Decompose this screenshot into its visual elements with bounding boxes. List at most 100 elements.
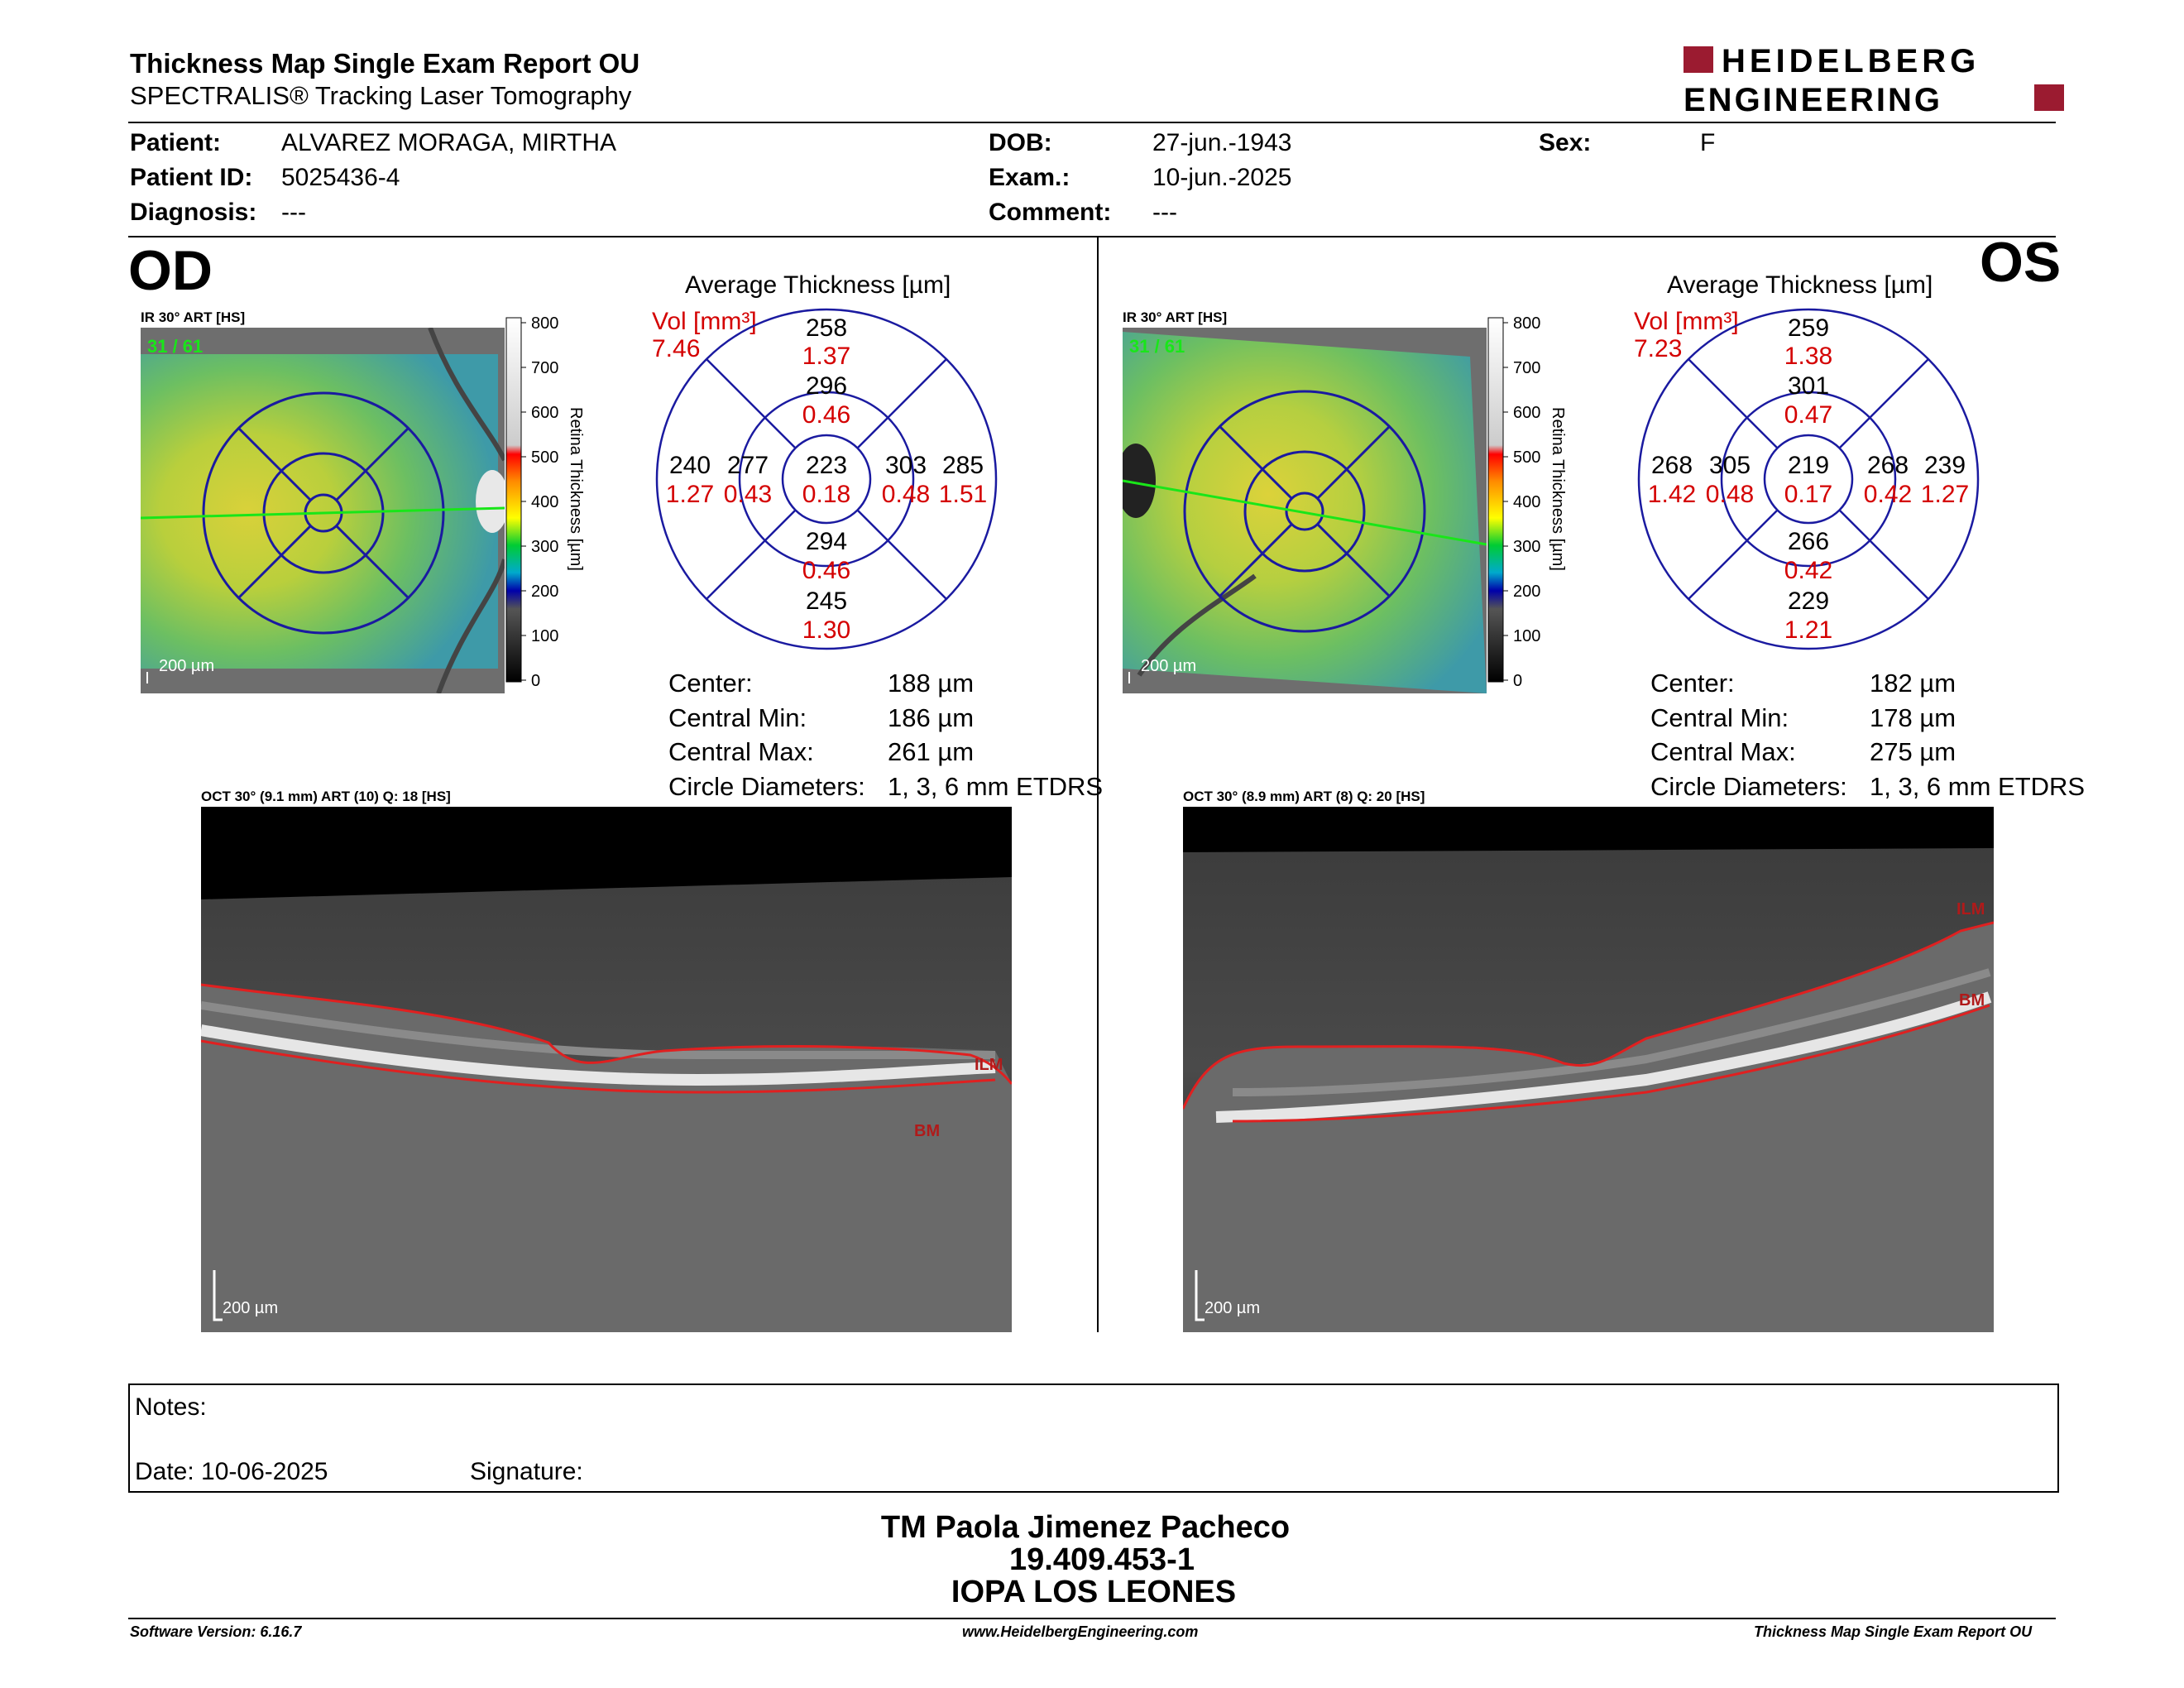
os-colorbar-tick-label: 300 [1513, 538, 1540, 556]
patient-id-value: 5025436-4 [281, 164, 400, 191]
od-center-value: 188 µm [888, 669, 975, 698]
os-outer-sup-volume: 1.38 [1784, 343, 1832, 370]
patient-rule [128, 236, 2056, 237]
od-colorbar-tick-label: 800 [531, 316, 558, 333]
od-min-value: 186 µm [888, 703, 975, 732]
dob-label: DOB: [989, 129, 1052, 156]
footer-rule [128, 1618, 2056, 1619]
od-max-label: Central Max: [668, 737, 814, 766]
od-outer-temp-volume: 1.27 [666, 481, 714, 508]
logo-text-1: HEIDELBERG [1722, 43, 1980, 79]
od-colorbar-tick-label: 400 [531, 493, 558, 511]
os-inner-temp-thickness: 268 [1867, 452, 1909, 479]
os-vol-label: Vol [mm³] [1634, 308, 1739, 335]
signer-block: TM Paola Jimenez Pacheco 19.409.453-1 IO… [0, 1510, 2184, 1610]
od-outer-inf-volume: 1.30 [802, 616, 850, 644]
od-diam-value: 1, 3, 6 mm ETDRS [888, 772, 1104, 801]
od-center-label: Center: [668, 669, 753, 698]
footer-software: Software Version: 6.16.7 [130, 1623, 302, 1640]
od-outer-sup-volume: 1.37 [802, 343, 850, 370]
os-colorbar-tick-label: 800 [1513, 316, 1540, 333]
comment-value: --- [1152, 199, 1177, 226]
od-oct-scale: 200 µm [223, 1299, 278, 1317]
od-oct-scan: ILM BM 200 µm [199, 807, 1013, 1332]
od-outer-nas-thickness: 285 [942, 452, 984, 479]
os-etdrs-grid: 259 1.38 301 0.47 219 0.17 305 0.48 268 … [1636, 306, 1983, 654]
report-title: Thickness Map Single Exam Report OU [130, 48, 640, 79]
os-bm-label: BM [1959, 991, 1985, 1009]
od-colorbar-tick-label: 500 [531, 448, 558, 467]
os-max-value: 275 µm [1870, 737, 1956, 766]
od-colorbar-tick-label: 300 [531, 538, 558, 556]
od-etdrs-svg: 258 1.37 296 0.46 223 0.18 277 0.43 303 … [655, 308, 998, 650]
signature-label: Signature: [470, 1458, 583, 1485]
os-oct-caption: OCT 30° (8.9 mm) ART (8) Q: 20 [HS] [1183, 789, 1425, 804]
od-center-volume: 0.18 [802, 481, 850, 508]
signer-institution: IOPA LOS LEONES [951, 1575, 1237, 1609]
footer-website[interactable]: www.HeidelbergEngineering.com [962, 1623, 1199, 1640]
header-rule [128, 122, 2056, 123]
os-colorbar-label: Retina Thickness [µm] [1549, 407, 1567, 571]
od-outer-nas-volume: 1.51 [939, 481, 987, 508]
os-oct-scale: 200 µm [1205, 1299, 1260, 1317]
notes-box: Notes: Date: 10-06-2025 Signature: [128, 1383, 2059, 1493]
os-min-value: 178 µm [1870, 703, 1956, 732]
os-vol-value: 7.23 [1634, 335, 1683, 362]
os-inner-inf-volume: 0.42 [1784, 557, 1832, 584]
od-inner-nas-volume: 0.48 [882, 481, 930, 508]
od-center-thickness: 223 [806, 452, 847, 479]
od-vol-value: 7.46 [652, 335, 701, 362]
od-frame-count: 31 / 61 [147, 336, 203, 357]
exam-label: Exam.: [989, 164, 1070, 191]
signer-rut: 19.409.453-1 [1009, 1542, 1195, 1577]
od-ilm-label: ILM [975, 1056, 1003, 1074]
od-colorbar-label: Retina Thickness [µm] [567, 407, 585, 571]
os-center-value: 182 µm [1870, 669, 1956, 698]
od-outer-temp-thickness: 240 [669, 452, 711, 479]
od-inner-inf-thickness: 294 [806, 528, 847, 555]
od-fundus-map: 31 / 61 200 µm [140, 326, 509, 695]
os-avg-title: Average Thickness [µm] [1667, 271, 1933, 299]
od-colorbar-tick-label: 100 [531, 627, 558, 645]
report-subtitle: SPECTRALIS® Tracking Laser Tomography [130, 81, 632, 110]
footer-report: Thickness Map Single Exam Report OU [1754, 1623, 2033, 1640]
od-inner-sup-thickness: 296 [806, 372, 847, 400]
od-diam-label: Circle Diameters: [668, 772, 865, 801]
od-oct-caption: OCT 30° (9.1 mm) ART (10) Q: 18 [HS] [201, 789, 451, 804]
os-inner-inf-thickness: 266 [1788, 528, 1829, 555]
os-inner-sup-volume: 0.47 [1784, 401, 1832, 429]
od-colorbar: 800 700 600 500 400 300 200 100 0 Retina Thickne… [505, 314, 629, 690]
os-inner-nas-volume: 0.48 [1706, 481, 1754, 508]
dob-value: 27-jun.-1943 [1152, 129, 1292, 156]
os-center-thickness: 219 [1788, 452, 1829, 479]
od-eye-label: OD [128, 239, 213, 302]
od-etdrs-grid: 258 1.37 296 0.46 223 0.18 277 0.43 303 … [654, 306, 1001, 654]
patient-label: Patient: [130, 129, 222, 156]
od-outer-inf-thickness: 245 [806, 587, 847, 615]
od-avg-title: Average Thickness [µm] [685, 271, 951, 299]
os-ir-scale: 200 µm [1141, 657, 1196, 675]
os-min-label: Central Min: [1650, 703, 1789, 732]
sex-label: Sex: [1539, 129, 1592, 156]
od-ir-scale: 200 µm [159, 657, 214, 675]
patient-id-label: Patient ID: [130, 164, 253, 191]
os-colorbar-tick-label: 500 [1513, 448, 1540, 467]
os-center-volume: 0.17 [1784, 481, 1832, 508]
os-outer-nas-volume: 1.42 [1648, 481, 1696, 508]
od-min-label: Central Min: [668, 703, 807, 732]
patient-value: ALVAREZ MORAGA, MIRTHA [281, 129, 617, 156]
os-outer-temp-volume: 1.27 [1921, 481, 1969, 508]
diagnosis-value: --- [281, 199, 306, 226]
os-colorbar-tick-label: 0 [1513, 672, 1522, 688]
od-colorbar-tick-label: 700 [531, 359, 558, 377]
os-ir-caption: IR 30° ART [HS] [1123, 309, 1228, 325]
os-colorbar-tick-label: 100 [1513, 627, 1540, 645]
sex-value: F [1700, 129, 1716, 156]
os-colorbar-tick-label: 400 [1513, 493, 1540, 511]
comment-label: Comment: [989, 199, 1112, 226]
os-colorbar-tick-label: 600 [1513, 404, 1540, 422]
heidelberg-logo: HEIDELBERG ENGINEERING [1684, 43, 2064, 117]
os-outer-sup-thickness: 259 [1788, 314, 1829, 342]
logo-text-2: ENGINEERING [1684, 82, 1942, 117]
os-etdrs-svg: 259 1.38 301 0.47 219 0.17 305 0.48 268 … [1637, 308, 1980, 650]
